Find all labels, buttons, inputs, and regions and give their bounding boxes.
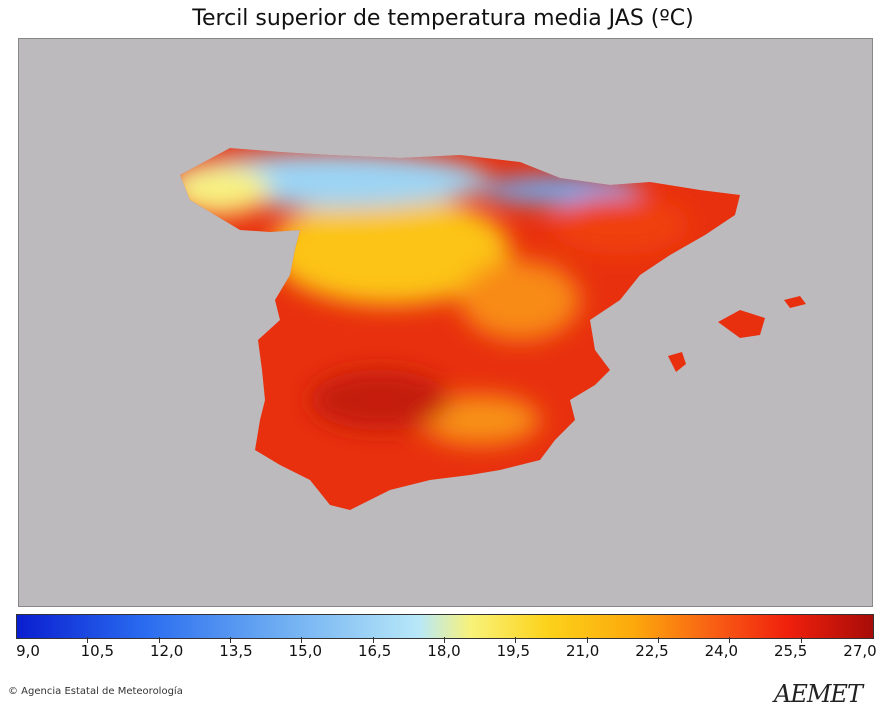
- aemet-logo: AEMET: [774, 680, 863, 708]
- tick-label: 24,0: [704, 642, 739, 660]
- copyright-credit: © Agencia Estatal de Meteorología: [8, 686, 183, 697]
- colorbar-tick: [158, 637, 160, 643]
- colorbar-tick: [586, 637, 588, 643]
- colorbar-tick: [729, 637, 731, 643]
- tick-label: 21,0: [565, 642, 600, 660]
- tick-label: 27,0: [843, 642, 877, 660]
- tick-label: 19,5: [496, 642, 531, 660]
- colorbar-tick: [800, 637, 802, 643]
- peninsula: [180, 148, 740, 510]
- colorbar-tick: [658, 637, 659, 643]
- tick-label: 10,5: [80, 642, 115, 660]
- ibiza: [668, 352, 686, 372]
- colorbar-tick: [301, 637, 303, 643]
- colorbar-tick: [444, 637, 445, 643]
- tick-label: 9,0: [16, 642, 40, 660]
- colorbar-tick: [372, 637, 374, 643]
- colorbar-tick: [515, 637, 517, 643]
- tick-label: 13,5: [219, 642, 253, 660]
- tick-label: 18,0: [427, 642, 461, 660]
- colorbar: [16, 614, 874, 639]
- tick-label: 12,0: [149, 642, 184, 660]
- colorbar-tick: [87, 637, 89, 643]
- colorbar-tick: [230, 637, 231, 643]
- mallorca: [718, 310, 765, 338]
- tick-label: 16,5: [357, 642, 392, 660]
- menorca: [784, 296, 806, 308]
- tick-label: 25,5: [773, 642, 808, 660]
- tick-label: 22,5: [635, 642, 669, 660]
- map-title: Tercil superior de temperatura media JAS…: [192, 6, 694, 31]
- tick-label: 15,0: [288, 642, 323, 660]
